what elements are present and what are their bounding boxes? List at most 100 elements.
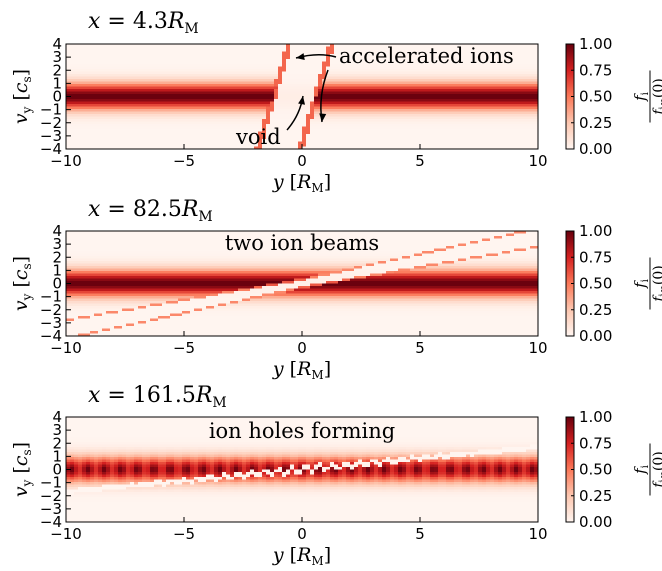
heatmap-cell <box>154 86 159 90</box>
heatmap-cell <box>194 44 199 48</box>
heatmap-cell <box>86 81 91 85</box>
heatmap-cell <box>238 76 243 80</box>
heatmap-cell <box>294 66 299 70</box>
heatmap-cell <box>114 116 119 120</box>
heatmap-cell <box>94 46 99 50</box>
heatmap-cell <box>226 146 231 150</box>
heatmap-cell <box>254 131 259 135</box>
heatmap-cell <box>122 129 127 133</box>
heatmap-cell <box>170 116 175 120</box>
heatmap-cell <box>286 51 291 55</box>
heatmap-cell <box>134 116 139 120</box>
heatmap-cell <box>314 146 319 150</box>
heatmap-cell <box>110 94 115 98</box>
heatmap-cell <box>114 136 119 140</box>
heatmap-cell <box>278 59 283 63</box>
heatmap-cell <box>222 89 227 93</box>
heatmap-cell <box>154 114 159 118</box>
heatmap-cell <box>66 111 71 115</box>
heatmap-cell <box>178 64 183 68</box>
heatmap-cell <box>202 64 207 68</box>
heatmap-cell <box>222 84 227 88</box>
heatmap-cell <box>274 119 279 123</box>
heatmap-cell <box>154 116 159 120</box>
heatmap-cell <box>290 101 295 105</box>
heatmap-cell <box>326 116 331 120</box>
heatmap-cell <box>162 56 167 60</box>
heatmap-cell <box>138 94 143 98</box>
heatmap-cell <box>214 141 219 145</box>
heatmap-cell <box>134 126 139 130</box>
heatmap-cell <box>74 99 79 103</box>
heatmap-cell <box>178 111 183 115</box>
heatmap-cell <box>194 124 199 128</box>
heatmap-cell <box>162 99 167 103</box>
heatmap-cell <box>142 71 147 75</box>
heatmap-cell <box>154 111 159 115</box>
heatmap-cell <box>86 89 91 93</box>
heatmap-cell <box>166 99 171 103</box>
heatmap-cell <box>74 44 79 48</box>
heatmap-cell <box>234 109 239 113</box>
heatmap-cell <box>78 84 83 88</box>
heatmap-cell <box>218 89 223 93</box>
heatmap-cell <box>138 144 143 148</box>
heatmap-cell <box>242 111 247 115</box>
heatmap-cell <box>318 84 323 88</box>
heatmap-cell <box>230 106 235 110</box>
heatmap-cell <box>298 44 303 48</box>
heatmap-cell <box>318 94 323 98</box>
heatmap-cell <box>158 86 163 90</box>
heatmap-cell <box>130 56 135 60</box>
heatmap-cell <box>290 84 295 88</box>
heatmap-cell <box>302 64 307 68</box>
heatmap-cell <box>282 71 287 75</box>
heatmap-cell <box>194 96 199 100</box>
heatmap-cell <box>246 46 251 50</box>
heatmap-cell <box>210 146 215 150</box>
heatmap-cell <box>202 59 207 63</box>
heatmap-cell <box>266 114 271 118</box>
heatmap-cell <box>302 144 307 148</box>
heatmap-cell <box>298 96 303 100</box>
heatmap-cell <box>306 56 311 60</box>
heatmap-cell <box>322 64 327 68</box>
heatmap-cell <box>322 119 327 123</box>
heatmap-cell <box>278 129 283 133</box>
heatmap-cell <box>258 69 263 73</box>
heatmap-cell <box>82 96 87 100</box>
heatmap-cell <box>102 131 107 135</box>
heatmap-cell <box>330 139 335 143</box>
heatmap-cell <box>266 64 271 68</box>
heatmap-cell <box>310 91 315 95</box>
heatmap-cell <box>234 66 239 70</box>
heatmap-cell <box>202 129 207 133</box>
heatmap-cell <box>90 109 95 113</box>
heatmap-cell <box>182 84 187 88</box>
heatmap-cell <box>130 59 135 63</box>
heatmap-cell <box>290 106 295 110</box>
heatmap-cell <box>198 89 203 93</box>
heatmap-cell <box>122 84 127 88</box>
heatmap-cell <box>170 146 175 150</box>
heatmap-cell <box>182 141 187 145</box>
heatmap-cell <box>274 69 279 73</box>
heatmap-cell <box>118 129 123 133</box>
heatmap-cell <box>210 144 215 148</box>
x-tick-label: −5 <box>173 152 195 170</box>
heatmap-cell <box>258 66 263 70</box>
heatmap-cell <box>310 119 315 123</box>
heatmap-cell <box>66 114 71 118</box>
heatmap-cell <box>302 136 307 140</box>
heatmap-cell <box>178 136 183 140</box>
heatmap-cell <box>154 99 159 103</box>
heatmap-cell <box>142 94 147 98</box>
heatmap-cell <box>246 116 251 120</box>
heatmap-cell <box>230 89 235 93</box>
heatmap-cell <box>234 116 239 120</box>
heatmap-cell <box>130 134 135 138</box>
heatmap-cell <box>186 86 191 90</box>
heatmap-cell <box>186 111 191 115</box>
heatmap-cell <box>162 59 167 63</box>
heatmap-cell <box>262 89 267 93</box>
